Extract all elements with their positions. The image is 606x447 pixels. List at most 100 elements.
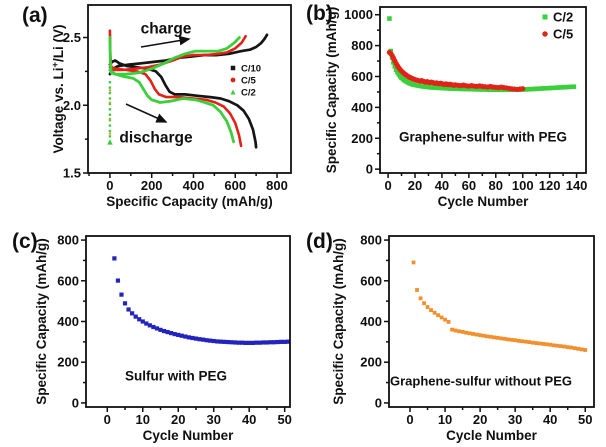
annotation-c-0: Sulfur with PEG — [125, 369, 227, 384]
svg-text:30: 30 — [206, 412, 220, 427]
series-initial-spike-dots-green — [108, 81, 112, 138]
axis-ticks — [375, 13, 578, 178]
chart-b-cycling-graphene-sulfur-peg: 0 20 40 60 80 100 120 140 0 200 400 600 800 1000 Cycle… — [324, 6, 587, 209]
svg-text:600: 600 — [224, 178, 246, 193]
y-axis-label: Voltage vs. Li+/Li (V) — [50, 24, 66, 153]
plot-frame — [87, 4, 292, 174]
svg-text:10: 10 — [136, 412, 150, 427]
series-layer — [386, 16, 577, 93]
tick-labels: 0 200 400 600 800 1.5 2.0 2.5 — [63, 30, 288, 193]
svg-text:800: 800 — [351, 38, 373, 53]
svg-text:200: 200 — [360, 355, 382, 370]
panel-b: (b) 0 20 40 60 80 100 120 140 0 200 400 600 800 1000 C… — [303, 0, 606, 224]
x-axis-label: Cycle Number — [446, 428, 538, 443]
svg-text:20: 20 — [408, 178, 422, 193]
panel-label-a: (a) — [22, 4, 48, 27]
annotation-b-0: Graphene-sulfur with PEG — [399, 130, 567, 145]
svg-text:20: 20 — [171, 412, 185, 427]
svg-text:400: 400 — [57, 314, 79, 329]
series-C5-discharge — [108, 66, 243, 148]
svg-text:50: 50 — [277, 412, 291, 427]
svg-text:800: 800 — [266, 178, 288, 193]
legend-label: C/5 — [241, 75, 257, 86]
annotation-arrow — [140, 35, 191, 48]
svg-text:1.5: 1.5 — [63, 166, 81, 181]
axis-ticks — [81, 239, 286, 412]
series-C5-capacity — [386, 49, 526, 93]
svg-text:100: 100 — [512, 178, 534, 193]
annotation-a-1: discharge — [119, 130, 193, 147]
axis-ticks — [384, 239, 586, 412]
svg-text:0: 0 — [104, 412, 111, 427]
svg-text:400: 400 — [360, 314, 382, 329]
svg-text:600: 600 — [57, 273, 79, 288]
svg-text:200: 200 — [351, 131, 373, 146]
svg-text:400: 400 — [351, 100, 373, 115]
svg-text:80: 80 — [489, 178, 503, 193]
svg-text:200: 200 — [57, 355, 79, 370]
svg-text:0: 0 — [366, 162, 373, 177]
y-axis-label: Specific Capacity (mAh/g) — [34, 238, 49, 405]
svg-text:0: 0 — [106, 178, 113, 193]
svg-text:40: 40 — [543, 412, 557, 427]
svg-text:400: 400 — [183, 178, 205, 193]
series-layer — [411, 260, 588, 352]
series-C2-discharge — [108, 68, 235, 144]
svg-text:0: 0 — [406, 412, 413, 427]
annotation-arrow — [125, 103, 168, 123]
chart-c-cycling-sulfur-peg: 0 10 20 30 40 50 0 200 400 600 800 Cycle Number Spec… — [34, 233, 292, 443]
series-layer — [107, 29, 269, 149]
x-axis-label: Cycle Number — [143, 428, 235, 443]
annotation-a-0: charge — [141, 21, 192, 38]
axis-ticks — [83, 36, 278, 178]
tick-labels: 0 20 40 60 80 100 120 140 0 200 400 600 800 1000 — [344, 7, 587, 193]
y-axis-label: Specific Capacity (mAh/g) — [324, 7, 339, 174]
svg-text:600: 600 — [360, 273, 382, 288]
svg-text:20: 20 — [473, 412, 487, 427]
panel-a: (a) 0 200 400 600 800 1.5 2.0 2.5 Specific Capac… — [0, 0, 303, 224]
tick-labels: 0 10 20 30 40 50 0 200 400 600 800 — [360, 233, 592, 427]
legend-label: C/5 — [553, 27, 573, 42]
series-discharge-start-triangle — [107, 139, 113, 145]
legend-label: C/10 — [241, 63, 261, 74]
svg-text:2.5: 2.5 — [63, 30, 81, 45]
svg-text:0: 0 — [72, 395, 79, 410]
x-axis-label: Cycle Number — [438, 194, 530, 209]
svg-text:40: 40 — [435, 178, 449, 193]
svg-text:30: 30 — [508, 412, 522, 427]
panel-d: (d) 0 10 20 30 40 50 0 200 400 600 800 Cycle Number… — [303, 224, 606, 447]
annotation-d-0: Graphene-sulfur without PEG — [390, 374, 572, 389]
svg-text:200: 200 — [141, 178, 163, 193]
svg-text:800: 800 — [360, 233, 382, 248]
svg-text:800: 800 — [57, 233, 79, 248]
svg-text:50: 50 — [578, 412, 592, 427]
panel-c: (c) 0 10 20 30 40 50 0 200 400 600 800 Cycle Number… — [0, 224, 303, 447]
y-axis-label: Specific Capacity (mAh/g) — [331, 238, 346, 405]
panel-label-d: (d) — [306, 230, 333, 253]
panel-label-c: (c) — [12, 230, 38, 253]
tick-labels: 0 10 20 30 40 50 0 200 400 600 800 — [57, 233, 292, 427]
svg-text:120: 120 — [539, 178, 561, 193]
panel-label-b: (b) — [306, 2, 333, 25]
svg-text:140: 140 — [566, 178, 588, 193]
series-C10-discharge — [108, 59, 258, 149]
legend: C/10C/5C/2 — [230, 63, 261, 98]
svg-text:60: 60 — [462, 178, 476, 193]
svg-text:0: 0 — [375, 395, 382, 410]
legend-label: C/2 — [241, 87, 256, 98]
svg-text:0: 0 — [384, 178, 391, 193]
svg-text:10: 10 — [438, 412, 452, 427]
svg-text:2.0: 2.0 — [63, 98, 81, 113]
svg-text:1000: 1000 — [344, 7, 373, 22]
chart-d-cycling-graphene-sulfur-no-peg: 0 10 20 30 40 50 0 200 400 600 800 Cycle Number Spec… — [331, 233, 595, 443]
svg-text:40: 40 — [242, 412, 256, 427]
svg-text:600: 600 — [351, 69, 373, 84]
x-axis-label: Specific Capacity (mAh/g) — [106, 194, 273, 209]
series-sulfur-peg-capacity — [112, 256, 291, 345]
chart-a-voltage-profiles: 0 200 400 600 800 1.5 2.0 2.5 Specific Capacity … — [50, 4, 292, 209]
legend: C/2C/5 — [542, 10, 573, 42]
series-initial-spike-dots-orange — [108, 89, 112, 135]
series-layer — [112, 256, 291, 345]
series-graphene-sulfur-no-peg-capacity — [411, 260, 588, 352]
